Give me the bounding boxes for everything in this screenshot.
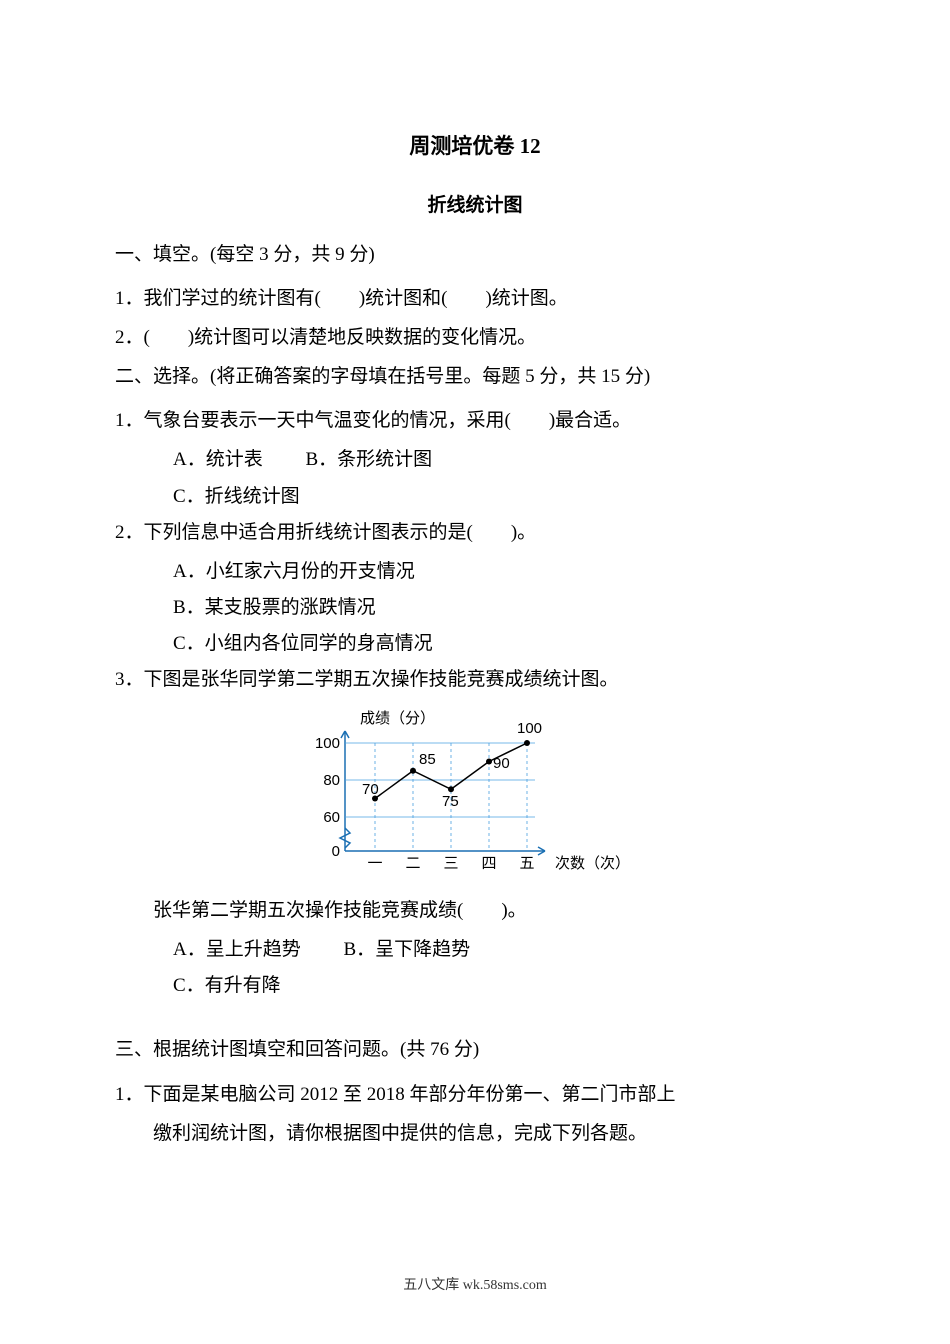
chart-svg: 成绩（分） 100 80 60 0 一 二 三 (300, 708, 650, 888)
page-footer: 五八文库 wk.58sms.com (0, 1274, 950, 1294)
s2-q1-options-ab: A．统计表 B．条形统计图 (115, 442, 835, 478)
s3-q1-line1: 1．下面是某电脑公司 2012 至 2018 年部分年份第一、第二门市部上 (115, 1077, 835, 1113)
s2-q2-stem: 2．下列信息中适合用折线统计图表示的是( )。 (115, 515, 835, 551)
val-4: 90 (493, 755, 510, 772)
page-title: 周测培优卷 12 (115, 130, 835, 160)
point-3 (448, 786, 454, 792)
page-subtitle: 折线统计图 (115, 190, 835, 217)
point-5 (524, 740, 530, 746)
s2-q1-optA: A．统计表 (173, 442, 263, 478)
s1-q1: 1．我们学过的统计图有( )统计图和( )统计图。 (115, 281, 835, 317)
line-chart: 成绩（分） 100 80 60 0 一 二 三 (300, 708, 650, 888)
xtick-3: 三 (443, 856, 458, 872)
s3-q1-line2: 缴利润统计图，请你根据图中提供的信息，完成下列各题。 (115, 1116, 835, 1152)
ytick-80: 80 (323, 772, 340, 789)
s2-q2-optA: A．小红家六月份的开支情况 (115, 554, 835, 590)
x-axis-label: 次数（次） (555, 855, 630, 872)
s2-q1-optC: C．折线统计图 (115, 479, 835, 515)
s2-q3-optA: A．呈上升趋势 (173, 932, 301, 968)
ytick-100: 100 (315, 735, 340, 752)
y-axis-label: 成绩（分） (360, 710, 435, 727)
xtick-2: 二 (405, 856, 420, 872)
point-2 (410, 768, 416, 774)
xtick-5: 五 (519, 856, 534, 872)
ytick-60: 60 (323, 809, 340, 826)
s2-q3-stem: 3．下图是张华同学第二学期五次操作技能竞赛成绩统计图。 (115, 662, 835, 698)
section2-header: 二、选择。(将正确答案的字母填在括号里。每题 5 分，共 15 分) (115, 359, 835, 395)
section1-header: 一、填空。(每空 3 分，共 9 分) (115, 237, 835, 273)
xtick-1: 一 (367, 856, 382, 872)
s2-q1-optB: B．条形统计图 (305, 442, 432, 478)
xtick-4: 四 (481, 856, 496, 872)
ytick-0: 0 (332, 843, 340, 860)
val-2: 85 (419, 751, 436, 768)
section3-header: 三、根据统计图填空和回答问题。(共 76 分) (115, 1032, 835, 1068)
s2-q3-optB: B．呈下降趋势 (343, 932, 470, 968)
s2-q3-stem2: 张华第二学期五次操作技能竞赛成绩( )。 (115, 893, 835, 929)
s2-q1-stem: 1．气象台要表示一天中气温变化的情况，采用( )最合适。 (115, 403, 835, 439)
val-1: 70 (362, 781, 379, 798)
val-5: 100 (517, 720, 542, 737)
val-3: 75 (442, 793, 459, 810)
point-4 (486, 759, 492, 765)
s2-q2-optB: B．某支股票的涨跌情况 (115, 590, 835, 626)
s1-q2: 2．( )统计图可以清楚地反映数据的变化情况。 (115, 320, 835, 356)
s2-q2-optC: C．小组内各位同学的身高情况 (115, 626, 835, 662)
s2-q3-options-ab: A．呈上升趋势 B．呈下降趋势 (115, 932, 835, 968)
s2-q3-optC: C．有升有降 (115, 968, 835, 1004)
